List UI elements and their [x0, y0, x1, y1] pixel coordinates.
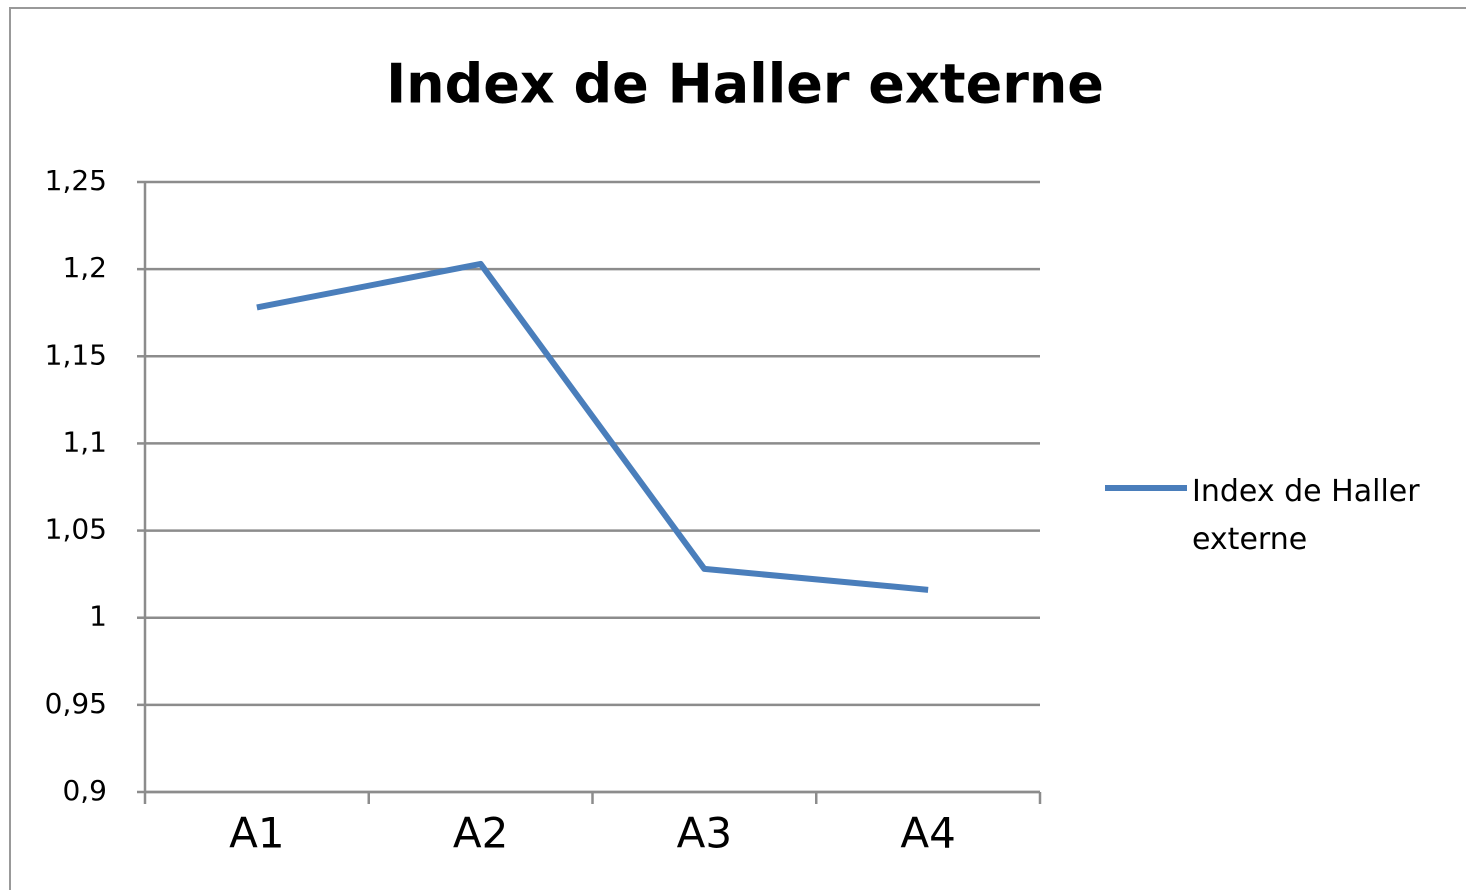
chart-title: Index de Haller externe [386, 53, 1104, 116]
y-tick-label: 1,2 [62, 251, 107, 284]
y-tick-label: 1,15 [45, 338, 107, 371]
y-tick-label: 1,1 [62, 425, 107, 458]
y-tick-label: 0,95 [45, 687, 107, 720]
x-tick-label: A3 [677, 809, 732, 858]
y-tick-label: 1 [89, 600, 107, 633]
y-tick-label: 1,05 [45, 513, 107, 546]
legend-label: Index de Haller externe [1192, 474, 1420, 557]
y-tick-label: 1,25 [45, 164, 107, 197]
y-tick-label: 0,9 [62, 774, 107, 807]
x-tick-label: A2 [453, 809, 508, 858]
x-tick-label: A1 [229, 809, 284, 858]
chart-border [9, 7, 1466, 890]
x-tick-label: A4 [900, 809, 955, 858]
data-line [256, 260, 929, 593]
